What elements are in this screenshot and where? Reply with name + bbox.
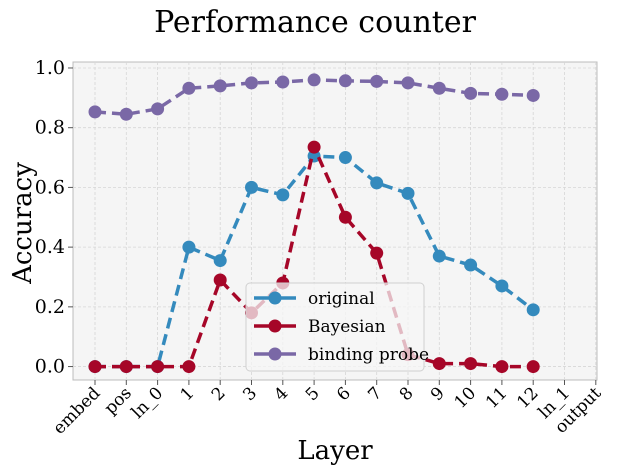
x-tick-label: 5	[302, 383, 324, 405]
y-tick-label: 0.6	[35, 176, 65, 198]
legend-marker	[268, 347, 282, 361]
data-point	[88, 360, 102, 374]
legend-marker	[268, 319, 282, 333]
data-point	[401, 186, 415, 200]
series-layer	[88, 73, 540, 374]
y-tick-label: 0.8	[35, 117, 65, 139]
data-point	[464, 357, 478, 371]
y-tick-label: 0.2	[35, 296, 65, 318]
data-point	[338, 151, 352, 165]
x-tick-label: 7	[364, 383, 386, 405]
legend-label: binding probe	[308, 345, 429, 365]
data-point	[495, 360, 509, 374]
data-point	[338, 74, 352, 88]
x-tick-label: 10	[451, 383, 480, 412]
data-point	[182, 360, 196, 374]
y-axis: 0.0 0.2 0.4 0.6 0.8 1.0	[35, 57, 73, 378]
data-point	[401, 76, 415, 90]
data-point	[307, 140, 321, 154]
data-point	[338, 210, 352, 224]
y-tick-label: 0.4	[35, 236, 65, 258]
data-point	[182, 81, 196, 95]
data-point	[526, 303, 540, 317]
data-point	[119, 360, 133, 374]
legend: original Bayesian binding probe	[245, 282, 429, 372]
data-point	[370, 176, 384, 190]
x-tick-label: 2	[208, 383, 230, 405]
x-tick-label: embed	[49, 383, 104, 438]
data-point	[432, 357, 446, 371]
legend-marker	[268, 291, 282, 305]
legend-label: Bayesian	[308, 317, 386, 337]
x-axis-label: Layer	[297, 436, 373, 466]
x-tick-label: 9	[427, 383, 449, 405]
x-tick-label: ln_0	[128, 383, 167, 422]
y-axis-label: Accuracy	[8, 162, 38, 285]
x-tick-label: 1	[177, 383, 199, 405]
data-point	[213, 273, 227, 287]
chart-title: Performance counter	[154, 5, 477, 40]
x-tick-label: 4	[271, 383, 293, 405]
x-tick-label: pos	[101, 383, 136, 418]
data-point	[213, 79, 227, 93]
data-point	[245, 76, 258, 90]
data-point	[370, 246, 384, 260]
legend-box	[245, 282, 425, 372]
data-point	[464, 86, 478, 100]
data-point	[151, 360, 165, 374]
data-point	[245, 180, 258, 194]
data-point	[307, 73, 321, 87]
x-tick-label: 6	[333, 383, 355, 405]
x-tick-label: 11	[482, 383, 511, 412]
data-point	[526, 360, 540, 374]
data-point	[213, 254, 227, 268]
data-point	[526, 88, 540, 102]
data-point	[495, 87, 509, 101]
y-tick-label: 0.0	[35, 356, 65, 378]
legend-label: original	[308, 289, 375, 309]
data-point	[88, 105, 102, 119]
data-point	[432, 81, 446, 95]
data-point	[182, 240, 196, 254]
data-point	[495, 279, 509, 293]
y-tick-label: 1.0	[35, 57, 65, 79]
series-binding-probe	[88, 73, 540, 121]
data-point	[276, 188, 290, 202]
data-point	[432, 249, 446, 263]
data-point	[464, 258, 478, 272]
data-point	[119, 107, 133, 121]
data-point	[151, 102, 165, 116]
data-point	[370, 74, 384, 88]
series-original	[88, 149, 540, 374]
x-tick-label: 8	[396, 383, 418, 405]
data-point	[276, 75, 290, 89]
x-tick-label: 3	[239, 383, 261, 405]
